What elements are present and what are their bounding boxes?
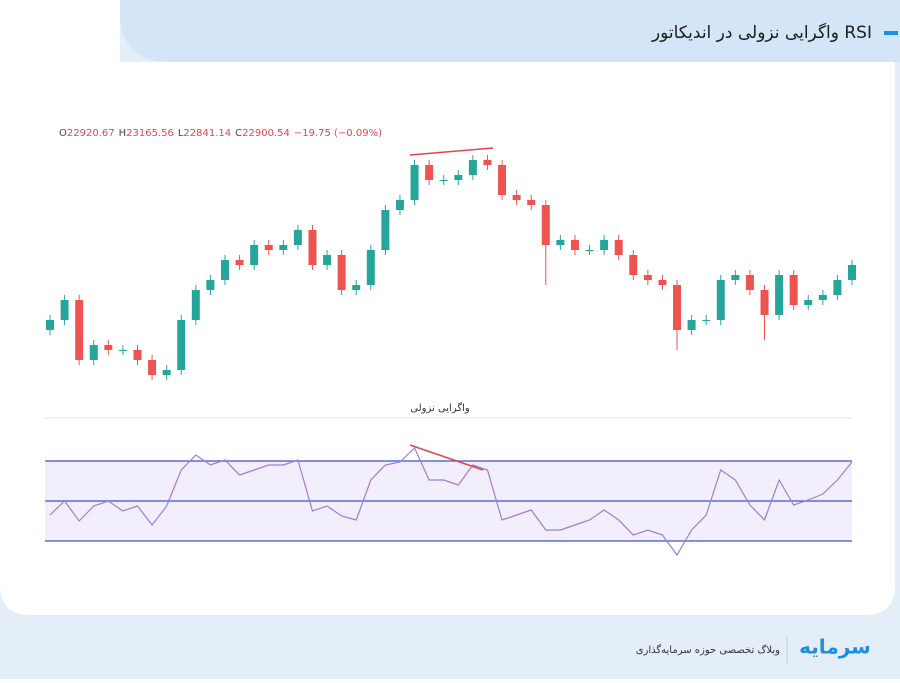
candle-body xyxy=(250,245,259,265)
candle-body xyxy=(702,320,711,321)
candle-body xyxy=(498,165,507,195)
candle-body xyxy=(293,230,302,245)
ohlc-part: O xyxy=(59,128,67,139)
candle-body xyxy=(410,165,419,200)
candle-body xyxy=(731,275,740,280)
candle-body xyxy=(585,250,594,251)
candle-body xyxy=(468,160,477,175)
ohlc-part: 22920.67 xyxy=(67,128,115,139)
corner xyxy=(0,0,120,62)
divergence-rsi xyxy=(409,444,484,471)
candle-body xyxy=(206,280,215,290)
candle-body xyxy=(760,290,769,315)
candle-body xyxy=(833,280,842,295)
ohlc-part: C xyxy=(235,128,242,139)
candle-body xyxy=(439,180,448,181)
candle-body xyxy=(716,280,725,320)
ohlc-part: 22900.54 xyxy=(242,128,290,139)
candle-body xyxy=(60,300,69,320)
candle-body xyxy=(454,175,463,180)
candle-body xyxy=(220,260,229,280)
divergence-price xyxy=(409,147,494,156)
rsi-pane xyxy=(45,446,853,557)
header-banner xyxy=(120,0,900,62)
rsi-title: واگرایی نزولی xyxy=(410,402,470,414)
candle-body xyxy=(745,275,754,290)
candle-body xyxy=(381,210,390,250)
candle-body xyxy=(162,370,171,375)
candle-body xyxy=(148,360,157,375)
candle-body xyxy=(133,350,142,360)
page-title: واگرایی نزولی در اندیکاتور RSI xyxy=(651,22,872,43)
candle-body xyxy=(512,195,521,200)
candle-body xyxy=(104,345,113,350)
candle-body xyxy=(556,240,565,245)
candle-body xyxy=(483,160,492,165)
ohlc-header: O22920.67 H23165.56 L22841.14 C22900.54 −19.… xyxy=(59,128,382,139)
candle-body xyxy=(89,345,98,360)
candle-body xyxy=(848,265,856,280)
candle-body xyxy=(614,240,623,255)
title-dash xyxy=(884,31,898,35)
candle-body xyxy=(673,285,682,330)
candle-body xyxy=(425,165,434,180)
candle-body xyxy=(527,200,536,205)
candle-body xyxy=(308,230,317,265)
price-pane xyxy=(46,155,856,380)
footer-tagline: وبلاگ تخصصی حوزه سرمایه‌گذاری xyxy=(636,643,780,656)
ohlc-part: H xyxy=(119,128,127,139)
candle-body xyxy=(804,300,813,305)
ohlc-part: 22841.14 xyxy=(183,128,231,139)
candle-body xyxy=(191,290,200,320)
ohlc-part: L xyxy=(178,128,184,139)
candle-body xyxy=(789,275,798,305)
candle-body xyxy=(352,285,361,290)
candle-body xyxy=(541,205,550,245)
candle-body xyxy=(395,200,404,210)
candle-body xyxy=(323,255,332,265)
candle-body xyxy=(643,275,652,280)
candle-body xyxy=(629,255,638,275)
rsi-line xyxy=(49,446,853,557)
candle-body xyxy=(75,300,84,360)
ohlc-part: −19.75 (−0.09%) xyxy=(294,128,382,139)
candle-body xyxy=(600,240,609,250)
candle-body xyxy=(279,245,288,250)
candle-body xyxy=(264,245,273,250)
candle-body xyxy=(658,280,667,285)
ohlc-part: 23165.56 xyxy=(126,128,174,139)
candle-body xyxy=(775,275,784,315)
candle-body xyxy=(46,320,54,330)
candle-body xyxy=(570,240,579,250)
candle-body xyxy=(235,260,244,265)
candle-body xyxy=(118,350,127,351)
candle-body xyxy=(177,320,186,370)
logo: سرمایه xyxy=(799,635,871,659)
candle-body xyxy=(337,255,346,290)
candle-body xyxy=(687,320,696,330)
candle-body xyxy=(366,250,375,285)
candle-body xyxy=(818,295,827,300)
